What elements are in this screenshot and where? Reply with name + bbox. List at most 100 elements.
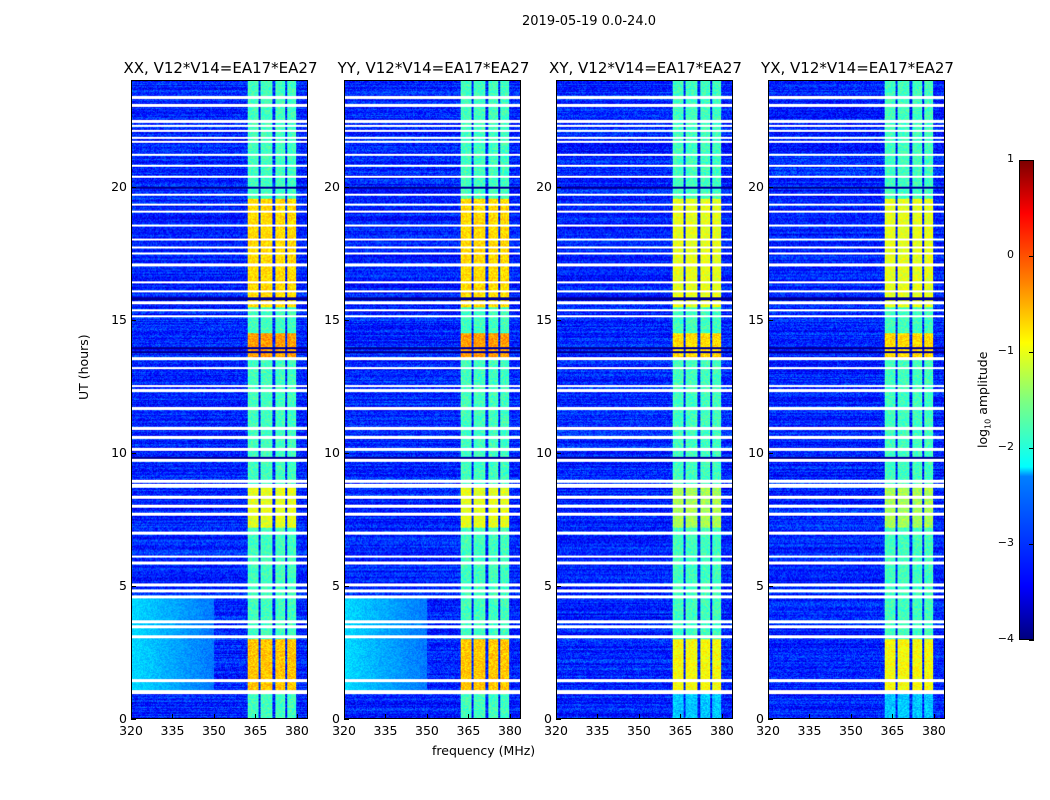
figure-title: 2019-05-19 0.0-24.0 — [522, 14, 656, 29]
x-tick-mark — [680, 714, 682, 719]
x-tick-label: 320 — [119, 723, 143, 738]
x-tick-mark — [721, 714, 723, 719]
heatmap-panel-2: XY, V12*V14=EA17*EA27 — [549, 59, 742, 719]
y-tick-mark — [556, 719, 561, 720]
y-tick-mark — [556, 585, 561, 587]
x-tick-label: 350 — [839, 723, 863, 738]
colorbar-tick-label: 0 — [1007, 248, 1014, 261]
x-tick-label: 350 — [627, 723, 651, 738]
x-tick-label: 380 — [922, 723, 946, 738]
x-tick-label: 320 — [332, 723, 356, 738]
x-tick-label: 320 — [756, 723, 780, 738]
x-tick-mark — [385, 714, 387, 719]
y-tick-label: 10 — [111, 444, 127, 460]
x-tick-mark — [213, 714, 215, 719]
colorbar-tick-label: 1 — [1007, 152, 1014, 165]
y-tick-label: 20 — [111, 178, 127, 194]
x-tick-mark — [426, 714, 428, 719]
colorbar-tick-mark — [1029, 256, 1034, 257]
y-axis-label: UT (hours) — [76, 334, 91, 400]
x-tick-label: 365 — [243, 723, 268, 738]
x-tick-mark — [468, 714, 470, 719]
y-tick-label: 5 — [119, 577, 127, 593]
x-tick-label: 365 — [456, 723, 481, 738]
y-tick-mark — [768, 186, 773, 188]
y-tick-mark — [131, 452, 136, 454]
x-tick-mark — [597, 714, 599, 719]
x-tick-mark — [809, 714, 811, 719]
y-tick-label: 20 — [324, 178, 340, 194]
x-tick-mark — [172, 714, 174, 719]
colorbar-tick-label: −4 — [997, 632, 1014, 645]
colorbar-tick-label: −3 — [997, 536, 1014, 549]
x-tick-mark — [131, 714, 132, 719]
y-tick-mark — [344, 186, 349, 188]
y-tick-label: 10 — [748, 444, 764, 460]
y-tick-mark — [768, 719, 773, 720]
x-tick-mark — [638, 714, 640, 719]
heatmap-panel-3: YX, V12*V14=EA17*EA27 — [761, 59, 954, 719]
y-tick-label: 20 — [536, 178, 552, 194]
x-tick-mark — [255, 714, 257, 719]
panel-title: XY, V12*V14=EA17*EA27 — [549, 59, 742, 77]
y-tick-mark — [556, 319, 561, 321]
y-tick-mark — [344, 719, 349, 720]
heatmap-panel-1: YY, V12*V14=EA17*EA27 — [338, 59, 529, 719]
y-tick-label: 5 — [544, 577, 552, 593]
colorbar-tick-label: −1 — [997, 344, 1014, 357]
colorbar-tick-mark — [1029, 448, 1034, 449]
colorbar-tick-label: −2 — [997, 440, 1014, 453]
y-tick-mark — [344, 319, 349, 321]
colorbar — [1019, 160, 1034, 640]
x-tick-label: 380 — [710, 723, 734, 738]
x-tick-label: 335 — [585, 723, 610, 738]
y-tick-label: 0 — [756, 711, 764, 726]
heatmap-canvas-1 — [345, 81, 520, 718]
y-tick-label: 15 — [536, 311, 552, 327]
y-tick-label: 5 — [332, 577, 340, 593]
x-tick-label: 380 — [285, 723, 309, 738]
y-tick-mark — [556, 452, 561, 454]
y-tick-mark — [556, 186, 561, 188]
x-tick-label: 365 — [880, 723, 905, 738]
y-tick-label: 5 — [756, 577, 764, 593]
x-axis-label: frequency (MHz) — [432, 743, 536, 758]
x-tick-mark — [850, 714, 852, 719]
x-tick-label: 350 — [202, 723, 226, 738]
y-tick-label: 0 — [332, 711, 340, 726]
heatmap-canvas-3 — [769, 81, 944, 718]
x-tick-mark — [509, 714, 511, 719]
panel-title: YX, V12*V14=EA17*EA27 — [761, 59, 954, 77]
y-tick-mark — [131, 719, 136, 720]
x-tick-mark — [768, 714, 769, 719]
colorbar-tick-mark — [1029, 160, 1034, 161]
heatmap-canvas-2 — [557, 81, 732, 718]
x-tick-mark — [296, 714, 298, 719]
x-tick-label: 380 — [498, 723, 522, 738]
y-tick-label: 15 — [111, 311, 127, 327]
heatmap-panel-0: XX, V12*V14=EA17*EA27 — [123, 59, 318, 719]
y-tick-label: 0 — [544, 711, 552, 726]
x-tick-mark — [344, 714, 345, 719]
colorbar-tick-mark — [1029, 544, 1034, 545]
y-tick-label: 0 — [119, 711, 127, 726]
x-tick-label: 335 — [160, 723, 185, 738]
y-tick-label: 15 — [748, 311, 764, 327]
y-tick-mark — [131, 319, 136, 321]
panel-title: YY, V12*V14=EA17*EA27 — [337, 59, 530, 77]
y-tick-mark — [131, 186, 136, 188]
x-tick-mark — [556, 714, 557, 719]
x-tick-label: 320 — [544, 723, 568, 738]
colorbar-tick-mark — [1029, 640, 1034, 641]
colorbar-tick-mark — [1029, 352, 1034, 353]
x-tick-label: 335 — [797, 723, 822, 738]
heatmap-canvas-0 — [132, 81, 307, 718]
y-tick-mark — [768, 319, 773, 321]
y-tick-mark — [131, 585, 136, 587]
y-tick-label: 20 — [748, 178, 764, 194]
y-tick-mark — [344, 585, 349, 587]
y-tick-mark — [768, 585, 773, 587]
y-tick-mark — [768, 452, 773, 454]
x-tick-mark — [933, 714, 935, 719]
